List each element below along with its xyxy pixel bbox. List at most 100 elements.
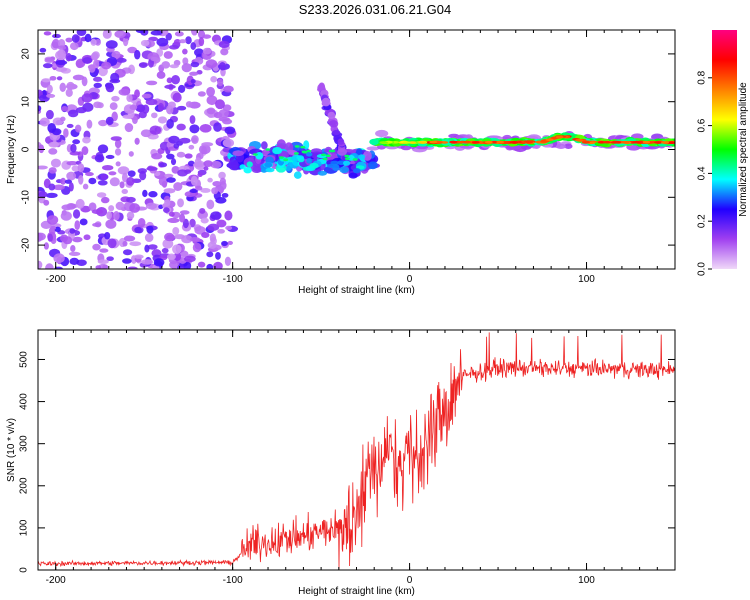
noise-blob bbox=[60, 211, 72, 221]
noise-blob bbox=[57, 45, 67, 51]
transition-blob bbox=[232, 150, 244, 157]
transition-blob bbox=[348, 172, 358, 179]
noise-blob bbox=[70, 244, 76, 252]
noise-blob bbox=[95, 265, 102, 269]
noise-blob bbox=[77, 163, 85, 173]
transition-hot bbox=[328, 149, 334, 153]
noise-blob bbox=[217, 228, 225, 234]
noise-blob bbox=[71, 34, 80, 43]
heatmap-x-tick-label: -200 bbox=[46, 274, 66, 285]
noise-blob bbox=[176, 105, 187, 111]
noise-blob bbox=[200, 187, 211, 193]
noise-blob bbox=[93, 76, 103, 82]
noise-blob bbox=[168, 211, 175, 217]
noise-blob bbox=[111, 50, 121, 59]
noise-blob bbox=[161, 61, 171, 69]
noise-blob bbox=[52, 184, 65, 191]
snr-y-tick-label: 300 bbox=[19, 435, 30, 452]
transition-hot bbox=[344, 154, 350, 158]
carrier-halo bbox=[366, 146, 380, 151]
carrier-core bbox=[581, 141, 590, 144]
snr-x-tick-label: -200 bbox=[46, 575, 66, 586]
noise-blob bbox=[205, 59, 218, 69]
noise-blob bbox=[48, 148, 58, 155]
transition-core bbox=[246, 161, 253, 168]
noise-blob bbox=[108, 171, 117, 176]
carrier-core bbox=[654, 141, 663, 144]
noise-blob bbox=[98, 119, 108, 127]
noise-blob bbox=[207, 177, 213, 183]
noise-blob bbox=[217, 78, 224, 87]
noise-blob bbox=[210, 211, 222, 220]
noise-blob bbox=[48, 183, 56, 191]
noise-blob bbox=[114, 139, 122, 149]
noise-blob bbox=[124, 123, 134, 133]
noise-blob bbox=[173, 252, 182, 261]
noise-blob bbox=[69, 42, 79, 51]
noise-blob bbox=[68, 182, 74, 192]
carrier-core bbox=[471, 141, 480, 144]
noise-blob bbox=[173, 143, 180, 149]
spike-blob bbox=[337, 138, 345, 145]
noise-blob bbox=[38, 105, 42, 112]
noise-blob bbox=[66, 81, 75, 91]
noise-blob bbox=[68, 251, 81, 256]
noise-blob bbox=[184, 153, 193, 159]
snr-y-tick-label: 0 bbox=[19, 567, 30, 573]
noise-blob bbox=[206, 107, 216, 115]
carrier-core bbox=[602, 140, 611, 144]
noise-blob bbox=[164, 232, 175, 242]
noise-blob bbox=[161, 247, 169, 254]
heatmap-x-tick-label: 100 bbox=[578, 274, 595, 285]
noise-blob bbox=[166, 118, 174, 129]
noise-blob bbox=[144, 244, 150, 253]
snr-series-line bbox=[38, 332, 675, 570]
noise-blob bbox=[207, 223, 220, 232]
noise-blob bbox=[81, 146, 89, 156]
chart-title: S233.2026.031.06.21.G04 bbox=[298, 2, 452, 17]
noise-blob bbox=[224, 256, 232, 267]
noise-blob bbox=[127, 266, 138, 269]
snr-y-tick-label: 400 bbox=[19, 393, 30, 410]
noise-blob bbox=[162, 238, 174, 249]
transition-core bbox=[343, 160, 351, 166]
noise-blob bbox=[123, 235, 136, 242]
transition-core bbox=[306, 152, 313, 157]
noise-blob bbox=[218, 40, 230, 49]
noise-blob bbox=[206, 199, 215, 210]
noise-blob bbox=[212, 180, 222, 187]
noise-blob bbox=[60, 116, 66, 122]
noise-blob bbox=[189, 188, 198, 193]
noise-blob bbox=[189, 124, 200, 134]
noise-blob bbox=[164, 199, 171, 207]
noise-blob bbox=[66, 123, 74, 128]
noise-blob bbox=[111, 95, 120, 102]
transition-core bbox=[255, 151, 264, 160]
noise-blob bbox=[56, 76, 63, 81]
carrier-core bbox=[449, 140, 458, 144]
noise-blob bbox=[176, 123, 186, 131]
noise-blob bbox=[188, 144, 195, 150]
heatmap-ylabel: Frequency (Hz) bbox=[6, 115, 17, 184]
noise-blob bbox=[74, 220, 81, 231]
noise-blob bbox=[199, 207, 206, 214]
noise-blob bbox=[203, 166, 209, 171]
transition-blob bbox=[243, 167, 252, 174]
noise-blob bbox=[84, 33, 92, 43]
noise-blob bbox=[190, 78, 196, 84]
noise-blob bbox=[197, 172, 203, 177]
noise-blob bbox=[190, 175, 198, 186]
noise-blob bbox=[213, 122, 222, 132]
noise-blob bbox=[202, 34, 212, 39]
transition-hot bbox=[283, 158, 289, 162]
snr-x-tick-label: 0 bbox=[407, 575, 413, 586]
noise-blob bbox=[51, 38, 60, 49]
heatmap-y-tick-label: 10 bbox=[21, 96, 32, 108]
noise-blob bbox=[167, 217, 180, 224]
transition-blob bbox=[260, 141, 268, 150]
noise-blob bbox=[181, 63, 192, 73]
snr-y-tick-label: 500 bbox=[19, 351, 30, 368]
noise-blob bbox=[158, 162, 168, 168]
transition-core bbox=[293, 171, 302, 179]
noise-blob bbox=[163, 188, 176, 194]
